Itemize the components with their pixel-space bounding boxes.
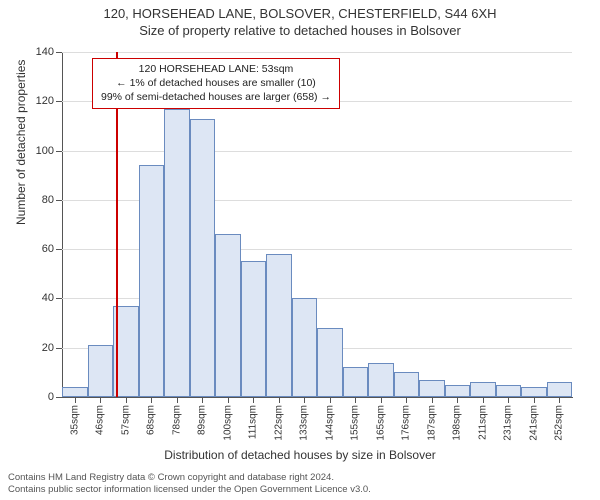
x-tick xyxy=(279,397,280,403)
x-tick-label: 57sqm xyxy=(120,405,131,435)
x-tick xyxy=(100,397,101,403)
x-tick xyxy=(151,397,152,403)
histogram-bar xyxy=(292,298,318,397)
x-tick-label: 144sqm xyxy=(324,405,335,441)
x-tick-label: 133sqm xyxy=(299,405,310,441)
histogram-bar xyxy=(164,109,190,397)
info-callout-line: 120 HORSEHEAD LANE: 53sqm xyxy=(101,62,331,76)
x-tick-label: 252sqm xyxy=(554,405,565,441)
y-tick-label: 140 xyxy=(36,46,54,58)
y-tick-label: 40 xyxy=(42,292,54,304)
histogram-bar xyxy=(215,234,241,397)
histogram-bar xyxy=(62,387,88,397)
histogram-bar xyxy=(547,382,573,397)
footer-line1: Contains HM Land Registry data © Crown c… xyxy=(8,472,371,484)
y-tick-label: 100 xyxy=(36,145,54,157)
x-tick xyxy=(381,397,382,403)
x-tick xyxy=(432,397,433,403)
footer-attribution: Contains HM Land Registry data © Crown c… xyxy=(8,472,371,496)
histogram-bar xyxy=(241,261,267,397)
y-tick xyxy=(56,348,62,349)
histogram-bar xyxy=(266,254,292,397)
x-tick-label: 165sqm xyxy=(375,405,386,441)
y-tick-label: 0 xyxy=(48,391,54,403)
x-axis-title: Distribution of detached houses by size … xyxy=(0,448,600,462)
histogram-bar xyxy=(368,363,394,398)
x-tick-label: 78sqm xyxy=(171,405,182,435)
x-tick xyxy=(559,397,560,403)
histogram-bar xyxy=(419,380,445,397)
x-tick xyxy=(228,397,229,403)
page-title-line1: 120, HORSEHEAD LANE, BOLSOVER, CHESTERFI… xyxy=(0,6,600,23)
x-tick-label: 211sqm xyxy=(477,405,488,440)
y-tick xyxy=(56,249,62,250)
x-tick xyxy=(457,397,458,403)
x-tick-label: 155sqm xyxy=(350,405,361,441)
x-tick xyxy=(355,397,356,403)
x-tick xyxy=(483,397,484,403)
y-tick xyxy=(56,151,62,152)
page-title-line2: Size of property relative to detached ho… xyxy=(0,23,600,40)
footer-line2: Contains public sector information licen… xyxy=(8,484,371,496)
y-tick xyxy=(56,101,62,102)
x-tick-label: 231sqm xyxy=(503,405,514,441)
histogram-bar xyxy=(470,382,496,397)
y-tick xyxy=(56,52,62,53)
y-tick xyxy=(56,200,62,201)
x-tick-label: 176sqm xyxy=(401,405,412,441)
y-tick-label: 80 xyxy=(42,194,54,206)
x-tick-label: 89sqm xyxy=(197,405,208,435)
x-tick xyxy=(330,397,331,403)
info-callout-box: 120 HORSEHEAD LANE: 53sqm← 1% of detache… xyxy=(92,58,340,109)
x-tick xyxy=(202,397,203,403)
info-callout-line: 99% of semi-detached houses are larger (… xyxy=(101,90,331,104)
histogram-chart: 02040608010012014035sqm46sqm57sqm68sqm78… xyxy=(62,52,572,397)
x-tick xyxy=(534,397,535,403)
y-tick-label: 20 xyxy=(42,342,54,354)
y-tick xyxy=(56,298,62,299)
x-tick-label: 122sqm xyxy=(273,405,284,441)
grid-line xyxy=(62,151,572,152)
x-tick-label: 46sqm xyxy=(95,405,106,435)
y-axis-title: Number of detached properties xyxy=(14,60,28,225)
x-tick-label: 68sqm xyxy=(146,405,157,435)
histogram-bar xyxy=(343,367,369,397)
x-tick xyxy=(304,397,305,403)
histogram-bar xyxy=(190,119,216,397)
histogram-bar xyxy=(445,385,471,397)
x-tick xyxy=(177,397,178,403)
x-tick-label: 241sqm xyxy=(528,405,539,441)
x-tick-label: 198sqm xyxy=(452,405,463,441)
y-tick-label: 120 xyxy=(36,95,54,107)
info-callout-line: ← 1% of detached houses are smaller (10) xyxy=(101,76,331,90)
x-tick xyxy=(508,397,509,403)
x-tick xyxy=(75,397,76,403)
grid-line xyxy=(62,52,572,53)
histogram-bar xyxy=(521,387,547,397)
histogram-bar xyxy=(88,345,114,397)
x-tick xyxy=(126,397,127,403)
histogram-bar xyxy=(496,385,522,397)
y-tick-label: 60 xyxy=(42,243,54,255)
histogram-bar xyxy=(317,328,343,397)
y-tick xyxy=(56,397,62,398)
x-tick xyxy=(253,397,254,403)
histogram-bar xyxy=(139,165,165,397)
x-tick-label: 111sqm xyxy=(248,405,259,439)
x-tick-label: 100sqm xyxy=(222,405,233,441)
histogram-bar xyxy=(394,372,420,397)
x-tick xyxy=(406,397,407,403)
x-tick-label: 187sqm xyxy=(426,405,437,441)
x-tick-label: 35sqm xyxy=(69,405,80,435)
